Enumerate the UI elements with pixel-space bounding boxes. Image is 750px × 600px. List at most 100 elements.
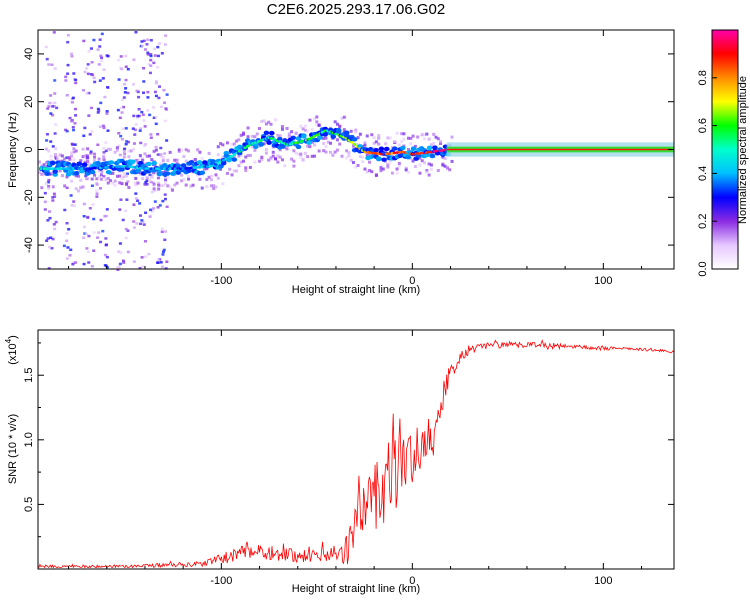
spectrogram-noise-cell [66, 33, 70, 37]
spectrogram-noise-cell [117, 78, 121, 81]
spectrogram-halo-cell [361, 160, 365, 164]
spectrogram-halo-cell [49, 158, 53, 162]
spectrogram-noise-cell [64, 79, 68, 82]
spectrogram-halo-cell [74, 187, 78, 191]
spectrogram-halo-cell [361, 155, 365, 159]
spectrogram-halo-cell [308, 118, 312, 122]
spectrogram-halo-cell [306, 144, 310, 148]
spectrogram-noise-cell [156, 54, 160, 58]
spectrogram-ridge-core [184, 166, 189, 170]
spectrogram-noise-cell [95, 195, 99, 198]
spectrogram-noise-cell [45, 239, 49, 242]
spectrogram-noise-cell [90, 61, 94, 64]
spectrogram-halo-cell [400, 140, 404, 144]
spectrogram-halo-cell [322, 141, 326, 145]
spectrogram-noise-cell [156, 206, 160, 209]
spectrogram-halo-cell [118, 181, 122, 185]
spectrogram-x-tick-label: -100 [210, 275, 232, 287]
spectrogram-noise-cell [158, 85, 162, 88]
colorbar-tick-label: 0.6 [697, 118, 709, 133]
colorbar-tick-label: 0.2 [697, 214, 709, 229]
spectrogram-ridge-core [50, 167, 55, 171]
spectrogram-noise-cell [83, 232, 87, 235]
spectrogram-ridge-blob [156, 172, 163, 177]
snr-y-label: SNR (10 * v/v) [7, 414, 19, 484]
spectrogram-halo-cell [129, 149, 133, 153]
spectrogram-ridge-core [117, 165, 122, 169]
spectrogram-noise-cell [136, 116, 140, 119]
spectrogram-noise-cell [70, 119, 74, 123]
spectrogram-noise-cell [102, 151, 106, 154]
spectrogram-halo-cell [294, 151, 298, 155]
spectrogram-ridge-core [427, 150, 432, 154]
spectrogram-halo-cell [404, 168, 408, 172]
spectrogram-ridge-blob [76, 161, 83, 167]
spectrogram-noise-cell [120, 137, 124, 141]
spectrogram-halo-cell [290, 130, 294, 134]
spectrogram-ridge-blob [413, 156, 419, 161]
spectrogram-noise-cell [65, 129, 69, 133]
spectrogram-noise-cell [132, 203, 136, 206]
spectrogram-halo-cell [342, 128, 346, 132]
spectrogram-noise-cell [140, 110, 144, 114]
spectrogram-noise-cell [105, 243, 109, 246]
spectrogram-noise-cell [104, 141, 108, 144]
spectrogram-halo-cell [86, 154, 90, 158]
spectrogram-noise-cell [156, 153, 160, 156]
spectrogram-halo-cell [420, 159, 424, 163]
spectrogram-noise-cell [82, 262, 86, 266]
spectrogram-halo-cell [40, 186, 44, 190]
spectrogram-noise-cell [124, 236, 128, 240]
spectrogram-noise-cell [163, 238, 167, 242]
spectrogram-noise-cell [163, 152, 167, 155]
spectrogram-noise-cell [92, 217, 96, 221]
spectrogram-noise-cell [161, 250, 165, 253]
spectrogram-halo-cell [230, 142, 234, 146]
spectrogram-halo-cell [237, 138, 241, 142]
spectrogram-noise-cell [121, 259, 125, 263]
spectrogram-halo-cell [65, 175, 69, 179]
spectrogram-noise-cell [163, 119, 167, 123]
spectrogram-ridge-blob [295, 144, 302, 150]
spectrogram-noise-cell [141, 157, 145, 160]
spectrogram-halo-cell [248, 165, 252, 169]
spectrogram-ridge-blob [108, 160, 115, 165]
spectrogram-noise-cell [138, 129, 142, 132]
spectrogram-noise-cell [99, 101, 103, 105]
spectrogram-noise-cell [90, 106, 94, 110]
spectrogram-noise-cell [154, 80, 158, 83]
spectrogram-noise-cell [152, 61, 156, 65]
spectrogram-noise-cell [47, 178, 51, 182]
spectrogram-noise-cell [124, 142, 128, 146]
spectrogram-halo-cell [152, 182, 156, 186]
spectrogram-noise-cell [49, 140, 53, 143]
spectrogram-noise-cell [86, 177, 90, 180]
spectrogram-noise-cell [98, 79, 102, 82]
spectrogram-y-tick-label: 40 [23, 48, 35, 60]
spectrogram-noise-cell [66, 63, 70, 67]
spectrogram-halo-cell [395, 167, 399, 171]
spectrogram-noise-cell [132, 114, 136, 118]
spectrogram-noise-cell [124, 78, 128, 82]
spectrogram-halo-cell [102, 146, 106, 150]
spectrogram-halo-cell [280, 125, 284, 129]
spectrogram-noise-cell [133, 128, 137, 132]
spectrogram-noise-cell [118, 116, 122, 120]
spectrogram-panel: -100 0 100 -40 -20 0 20 40 Height of straight l… [7, 29, 675, 296]
spectrogram-ridge-blob [429, 153, 436, 158]
spectrogram-halo-cell [138, 171, 142, 175]
spectrogram-noise-cell [83, 70, 87, 74]
spectrogram-noise-cell [140, 44, 144, 48]
spectrogram-halo-cell [54, 153, 58, 157]
spectrogram-halo-cell [409, 156, 413, 160]
spectrogram-halo-cell [434, 135, 438, 139]
spectrogram-halo-cell [241, 159, 245, 163]
spectrogram-noise-cell [131, 127, 135, 130]
spectrogram-noise-cell [46, 107, 50, 110]
spectrogram-noise-cell [144, 211, 148, 215]
spectrogram-halo-cell [120, 177, 124, 181]
spectrogram-halo-cell [450, 159, 454, 163]
spectrogram-noise-cell [73, 122, 77, 125]
spectrogram-halo-cell [209, 184, 213, 188]
spectrogram-ridge-blob [252, 144, 259, 149]
